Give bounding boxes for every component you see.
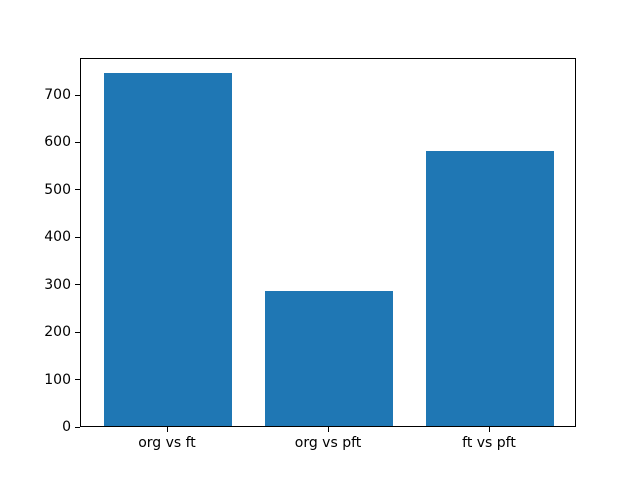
x-tick-label: org vs pft: [294, 435, 362, 451]
y-tick-label: 0: [62, 419, 71, 435]
y-tick-label: 200: [44, 324, 71, 341]
bar-ft-vs-pft: [425, 150, 555, 426]
x-tick-label: org vs ft: [138, 435, 196, 451]
y-tick-label: 300: [44, 276, 71, 293]
bar-org-vs-pft: [264, 291, 394, 426]
bar-org-vs-ft: [103, 73, 233, 426]
y-tick-label: 400: [44, 229, 71, 246]
y-tick-label: 600: [44, 134, 71, 151]
y-tick-mark: [75, 426, 80, 428]
x-tick-mark: [166, 427, 168, 432]
y-tick-mark: [75, 379, 80, 381]
y-tick-mark: [75, 189, 80, 191]
x-tick-label: ft vs pft: [462, 435, 516, 451]
y-tick-mark: [75, 331, 80, 333]
y-tick-label: 100: [44, 371, 71, 388]
y-tick-label: 700: [44, 87, 71, 103]
y-tick-mark: [75, 94, 80, 96]
x-tick-mark: [488, 427, 490, 432]
y-tick-mark: [75, 284, 80, 286]
x-tick-mark: [327, 427, 329, 432]
y-tick-label: 500: [44, 181, 71, 198]
y-tick-mark: [75, 141, 80, 143]
plot-area: [80, 58, 576, 427]
y-tick-mark: [75, 236, 80, 238]
